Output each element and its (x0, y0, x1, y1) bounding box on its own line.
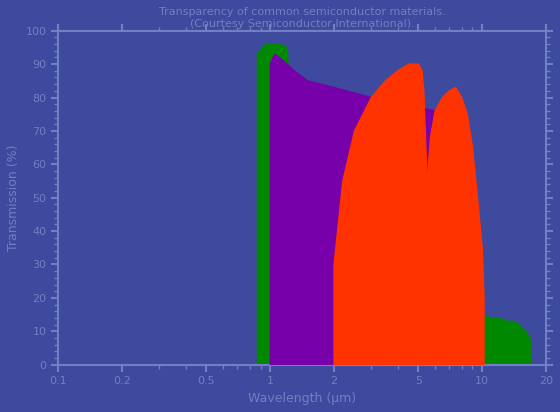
X-axis label: Wavelength (μm): Wavelength (μm) (248, 392, 356, 405)
Y-axis label: Transmission (%): Transmission (%) (7, 145, 20, 251)
Polygon shape (270, 54, 467, 365)
Polygon shape (334, 64, 427, 365)
Polygon shape (258, 44, 531, 365)
Polygon shape (427, 87, 484, 365)
Title: Transparency of common semiconductor materials.
(Courtesy Semiconductor Internat: Transparency of common semiconductor mat… (159, 7, 445, 28)
